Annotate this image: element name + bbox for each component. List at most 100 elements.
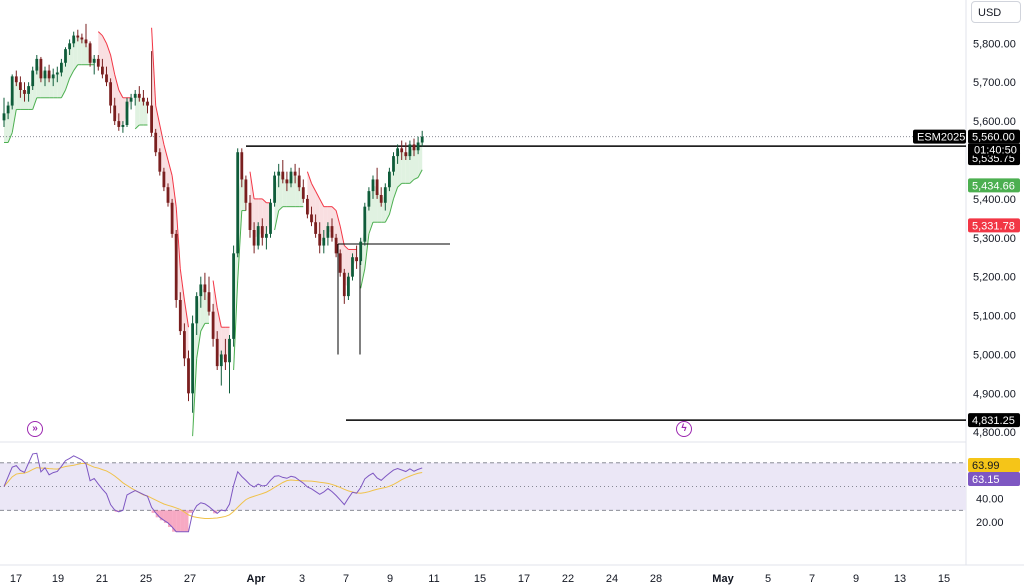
- candle-body: [330, 226, 334, 238]
- candle-body: [367, 191, 371, 207]
- time-tick-label: 7: [809, 573, 815, 585]
- supertrend-segment: [32, 97, 38, 110]
- candle-body: [379, 195, 383, 203]
- candle-body: [301, 187, 305, 199]
- supertrend-fill-segment: [286, 177, 291, 207]
- supertrend-segment: [171, 175, 177, 207]
- candle-body: [383, 187, 387, 203]
- supertrend-fill-segment: [414, 146, 419, 180]
- supertrend-segment: [134, 124, 140, 130]
- candle-body: [96, 58, 100, 67]
- candle-body: [121, 125, 125, 127]
- time-tick-label: 22: [562, 573, 574, 585]
- candle-body: [408, 144, 412, 157]
- supertrend-segment: [384, 214, 390, 223]
- supertrend-fill-segment: [73, 36, 78, 71]
- candle-body: [338, 253, 342, 273]
- rsi-ma-tag-bg: [968, 457, 1020, 472]
- rsi-oversold-fill: [155, 510, 160, 518]
- candle-body: [297, 175, 301, 188]
- supertrend-segment: [249, 171, 255, 199]
- candle-body: [51, 74, 55, 79]
- candle-body: [240, 152, 244, 180]
- supertrend-fill-segment: [204, 288, 209, 324]
- supertrend-line: [4, 27, 423, 437]
- supertrend-segment: [97, 31, 103, 36]
- time-tick-label: 15: [938, 573, 950, 585]
- rsi-tick-label: 20.00: [976, 517, 1004, 529]
- supertrend-segment: [319, 198, 325, 207]
- symbol-tag: ESM2025: [917, 132, 965, 144]
- candle-body: [244, 179, 248, 203]
- price-tag-bg: [968, 129, 1020, 144]
- candle-body: [289, 171, 293, 184]
- rsi-oversold-fill: [163, 510, 168, 523]
- supertrend-segment: [364, 233, 370, 269]
- symbol-tag-bg: [913, 129, 966, 144]
- candle-body: [256, 226, 260, 246]
- supertrend-segment: [73, 64, 79, 71]
- supertrend-segment: [339, 226, 345, 246]
- candle-body: [174, 233, 178, 300]
- price-tick-label: 5,000.00: [973, 349, 1016, 361]
- candle-body: [375, 179, 379, 195]
- candle-body: [265, 233, 268, 238]
- supertrend-fill-segment: [57, 67, 62, 98]
- time-tick-label: 24: [606, 573, 618, 585]
- candle-body: [113, 105, 117, 122]
- rsi-value-tag: 63.15: [972, 474, 1000, 486]
- supertrend-segment: [212, 280, 218, 308]
- price-tick-label: 5,200.00: [973, 272, 1016, 284]
- candle-body: [236, 152, 240, 254]
- supertrend-segment: [360, 268, 366, 289]
- dividend-icon[interactable]: »: [27, 421, 43, 437]
- supertrend-fill-segment: [45, 74, 50, 98]
- currency-selector[interactable]: USD: [971, 1, 1021, 23]
- candle-body: [322, 237, 326, 246]
- candle-body: [158, 152, 162, 172]
- candle-body: [306, 198, 309, 215]
- horizontal-levels: [0, 136, 966, 421]
- supertrend-segment: [315, 190, 321, 200]
- candle-body: [199, 284, 203, 297]
- time-axis[interactable]: 17 19 21 25 27 Apr 3 7 9 11 15 17 22 24 28 May 5 7 9 13 15: [10, 573, 950, 585]
- countdown-label: 01:40:50: [974, 145, 1017, 157]
- time-tick-label: 3: [299, 573, 305, 585]
- candle-body: [68, 43, 71, 50]
- supertrend-segment: [216, 307, 222, 328]
- candle-body: [355, 257, 358, 262]
- candle-body: [363, 206, 367, 242]
- supertrend-segment: [60, 89, 66, 99]
- candle-body: [162, 171, 166, 188]
- rsi-oversold-fill: [151, 510, 156, 513]
- price-tick-label: 4,800.00: [973, 427, 1016, 439]
- candle-body: [293, 171, 297, 176]
- candle-body: [10, 76, 14, 106]
- candle-body: [228, 338, 231, 363]
- candle-body: [318, 233, 322, 246]
- candle-body: [92, 58, 96, 63]
- candle-body: [76, 35, 80, 38]
- supertrend-segment: [151, 27, 157, 106]
- candle-body: [187, 358, 190, 394]
- candle-body: [416, 142, 420, 151]
- candle-body: [64, 49, 67, 63]
- supertrend-segment: [331, 206, 337, 211]
- candle-body: [326, 226, 330, 238]
- candle-body: [359, 241, 363, 262]
- earnings-icon[interactable]: ϟ: [676, 421, 692, 437]
- price-axis[interactable]: 5,800.00 5,700.00 5,600.00 5,400.00 5,300.00…: [973, 38, 1016, 529]
- supertrend-fill-segment: [385, 179, 390, 223]
- supertrend-fill-segment: [53, 73, 58, 98]
- candle-body: [88, 43, 92, 63]
- candle-body: [105, 74, 108, 83]
- supertrend-fill-segment: [364, 198, 369, 269]
- rsi-line: [3, 452, 423, 533]
- supertrend-segment: [159, 124, 165, 145]
- supertrend-segment: [237, 210, 243, 281]
- supertrend-segment: [179, 268, 185, 301]
- time-tick-label: 21: [96, 573, 108, 585]
- supertrend-segment: [167, 159, 173, 176]
- candle-body: [35, 58, 39, 71]
